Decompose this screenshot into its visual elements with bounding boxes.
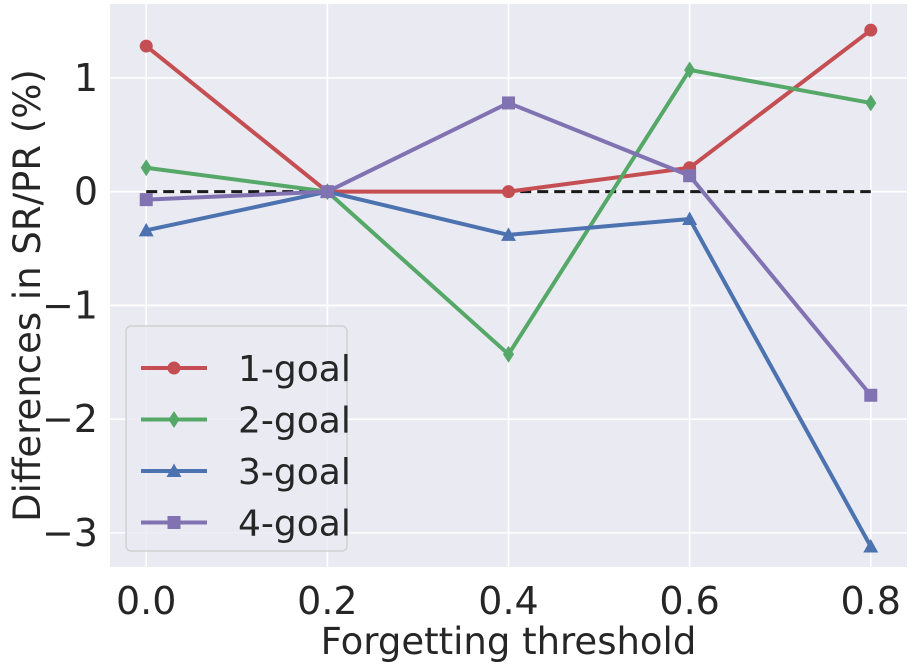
y-tick-label: −2 [42, 397, 98, 441]
legend-label: 2-goal [238, 401, 351, 442]
series-group [138, 23, 879, 553]
data-point-3-goal [863, 539, 879, 553]
series-4-goal [139, 96, 878, 402]
legend-swatch-marker [166, 463, 182, 477]
x-tick-label: 0.6 [659, 579, 719, 623]
legend-item-1-goal: 1-goal [141, 349, 351, 390]
legend: 1-goal 2-goal 3-goal 4-goal [125, 325, 351, 552]
data-point-3-goal [682, 211, 698, 225]
legend-swatch-marker [167, 361, 181, 375]
legend-label: 1-goal [238, 349, 351, 390]
legend-swatch-marker [168, 411, 180, 428]
data-point-2-goal [140, 159, 152, 177]
data-point-2-goal [684, 61, 696, 79]
legend-label: 3-goal [238, 452, 351, 493]
data-point-4-goal [864, 388, 878, 402]
data-point-3-goal [138, 222, 154, 237]
x-tick-label: 0.4 [478, 579, 538, 623]
y-tick-label: −1 [42, 283, 98, 327]
data-point-1-goal [502, 185, 515, 199]
data-point-3-goal [501, 227, 516, 241]
data-point-1-goal [139, 39, 153, 53]
x-tick-label: 0.8 [841, 579, 901, 623]
y-axis-label: Differences in SR/PR (%) [6, 69, 49, 522]
legend-box [125, 325, 348, 552]
data-point-4-goal [502, 96, 515, 110]
legend-item-2-goal: 2-goal [141, 401, 351, 442]
series-3-goal [138, 184, 879, 553]
data-point-4-goal [139, 193, 153, 207]
legend-item-4-goal: 4-goal [141, 504, 351, 545]
data-point-4-goal [320, 185, 334, 199]
y-tick-label: 1 [74, 56, 98, 100]
y-tick-labels: 1 0 −1 −2 −3 [42, 56, 98, 555]
x-tick-labels: 0.0 0.2 0.4 0.6 0.8 [116, 579, 901, 623]
legend-label: 4-goal [238, 504, 351, 545]
y-tick-label: 0 [74, 170, 98, 214]
x-tick-label: 0.0 [116, 579, 176, 623]
data-point-2-goal [502, 345, 515, 363]
legend-swatch-marker [167, 516, 181, 529]
legend-item-3-goal: 3-goal [141, 452, 351, 493]
x-tick-label: 0.2 [297, 579, 357, 623]
data-point-2-goal [865, 94, 877, 112]
x-axis-label: Forgetting threshold [321, 620, 697, 663]
data-point-4-goal [683, 169, 697, 183]
data-point-1-goal [864, 23, 878, 37]
y-tick-label: −3 [42, 511, 98, 555]
